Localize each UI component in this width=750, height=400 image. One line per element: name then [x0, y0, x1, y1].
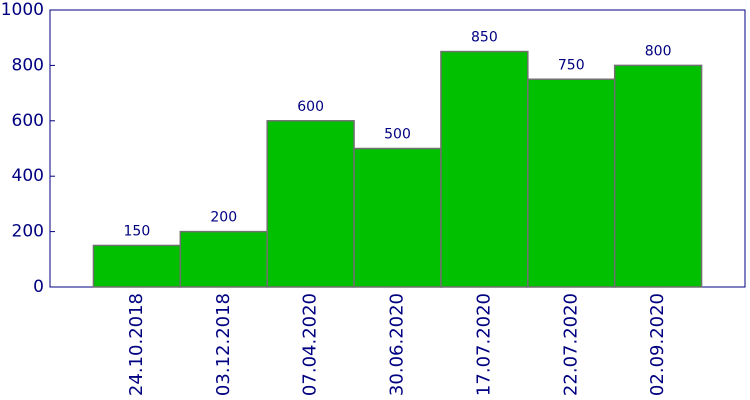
x-tick-label: 03.12.2018 [213, 293, 234, 396]
bar [613, 64, 703, 288]
bar [440, 50, 529, 288]
y-tick-label: 800 [12, 55, 44, 75]
bar [92, 244, 182, 288]
bar [527, 78, 616, 288]
bar [266, 120, 355, 288]
y-tick-label: 200 [12, 222, 44, 242]
value-label: 750 [558, 57, 585, 73]
value-label: 150 [124, 223, 151, 239]
x-tick-label: 30.06.2020 [387, 293, 408, 396]
value-label: 800 [645, 43, 672, 59]
y-tick-label: 1000 [1, 0, 44, 20]
x-tick-label: 07.04.2020 [300, 293, 321, 396]
bar [179, 230, 268, 288]
x-tick-label: 17.07.2020 [473, 293, 494, 396]
value-label: 200 [210, 210, 237, 226]
x-tick-label: 24.10.2018 [126, 293, 147, 396]
value-label: 600 [297, 99, 324, 115]
x-tick-label: 22.07.2020 [560, 293, 581, 396]
value-label: 850 [471, 30, 498, 46]
y-tick-label: 0 [33, 277, 44, 297]
value-label: 500 [384, 127, 411, 143]
y-tick-label: 400 [12, 166, 44, 186]
x-tick-label: 02.09.2020 [647, 293, 668, 396]
y-tick-label: 600 [12, 111, 44, 131]
bar [353, 147, 442, 288]
